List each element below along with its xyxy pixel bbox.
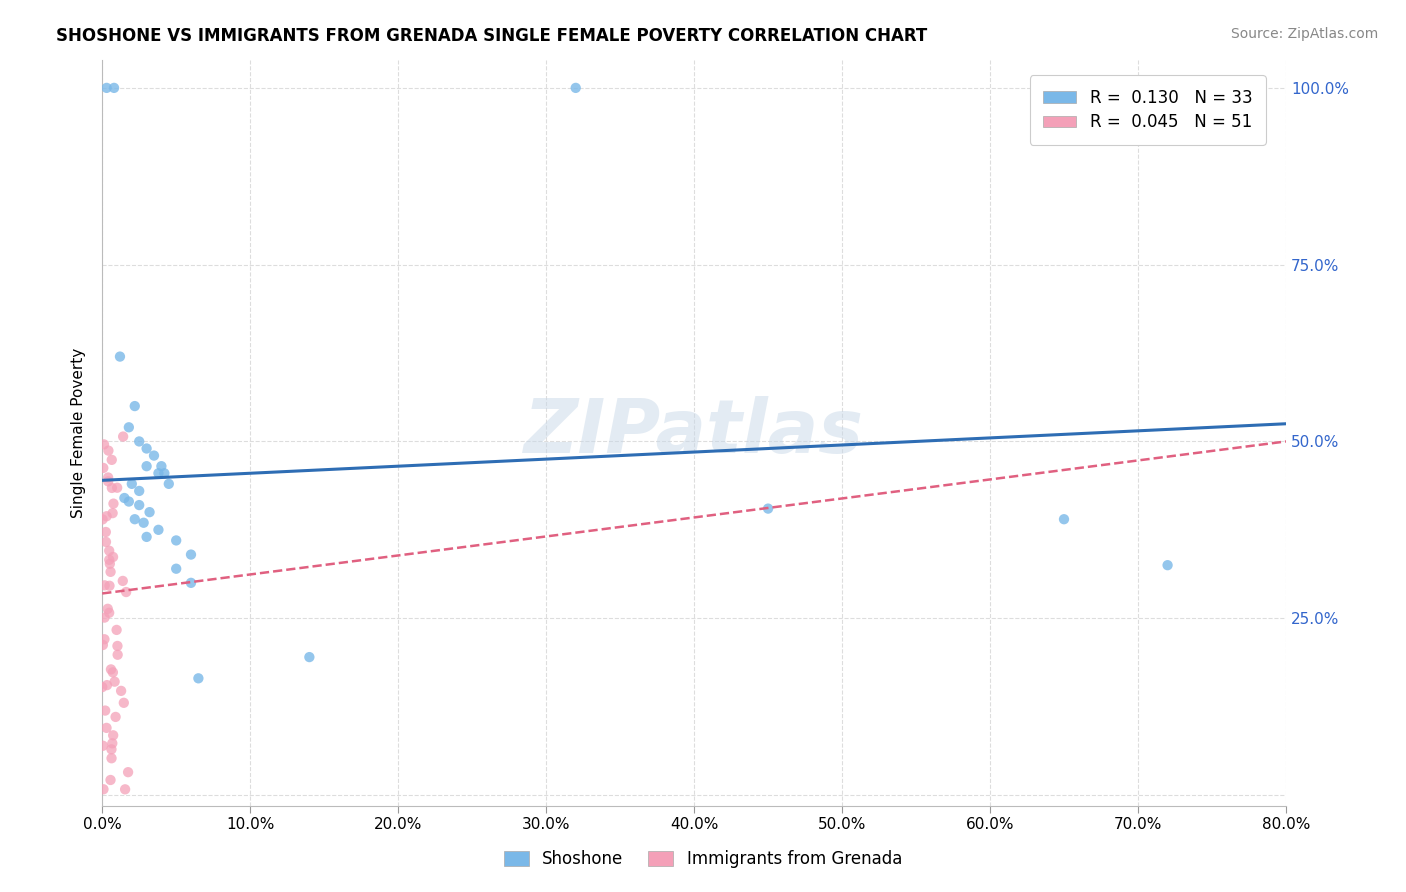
- Point: [101, 549, 124, 564]
- Point: [165, 562, 187, 576]
- Point: [117, 765, 139, 780]
- Point: [128, 498, 150, 512]
- Point: [112, 696, 135, 710]
- Point: [111, 574, 134, 588]
- Point: [91, 638, 114, 652]
- Point: [135, 442, 157, 456]
- Point: [298, 650, 321, 665]
- Point: [138, 505, 160, 519]
- Point: [91, 739, 114, 753]
- Point: [93, 610, 115, 624]
- Point: [180, 575, 202, 590]
- Point: [108, 350, 131, 364]
- Point: [104, 710, 127, 724]
- Point: [101, 665, 124, 680]
- Point: [1156, 558, 1178, 573]
- Point: [94, 535, 117, 549]
- Point: [101, 481, 124, 495]
- Point: [103, 81, 125, 95]
- Point: [96, 678, 118, 692]
- Point: [100, 662, 122, 676]
- Point: [94, 704, 117, 718]
- Point: [112, 429, 135, 443]
- Point: [94, 524, 117, 539]
- Legend: Shoshone, Immigrants from Grenada: Shoshone, Immigrants from Grenada: [498, 844, 908, 875]
- Point: [101, 506, 124, 520]
- Point: [157, 476, 180, 491]
- Point: [91, 512, 114, 526]
- Point: [114, 782, 136, 797]
- Text: ZIPatlas: ZIPatlas: [524, 396, 865, 469]
- Point: [97, 602, 120, 616]
- Point: [91, 680, 114, 694]
- Legend: R =  0.130   N = 33, R =  0.045   N = 51: R = 0.130 N = 33, R = 0.045 N = 51: [1029, 76, 1265, 145]
- Point: [98, 543, 121, 558]
- Point: [112, 491, 135, 505]
- Point: [93, 578, 115, 592]
- Point: [756, 501, 779, 516]
- Point: [98, 579, 121, 593]
- Point: [135, 459, 157, 474]
- Point: [97, 443, 120, 458]
- Point: [103, 497, 125, 511]
- Point: [118, 494, 141, 508]
- Point: [97, 470, 120, 484]
- Point: [110, 684, 132, 698]
- Point: [100, 565, 122, 579]
- Point: [98, 606, 121, 620]
- Point: [148, 467, 170, 481]
- Point: [124, 512, 146, 526]
- Point: [165, 533, 187, 548]
- Point: [132, 516, 155, 530]
- Point: [93, 437, 115, 451]
- Point: [98, 557, 121, 571]
- Point: [98, 553, 121, 567]
- Point: [100, 751, 122, 765]
- Point: [93, 632, 115, 647]
- Point: [150, 459, 173, 474]
- Text: SHOSHONE VS IMMIGRANTS FROM GRENADA SINGLE FEMALE POVERTY CORRELATION CHART: SHOSHONE VS IMMIGRANTS FROM GRENADA SING…: [56, 27, 928, 45]
- Point: [564, 81, 586, 95]
- Point: [107, 639, 129, 653]
- Point: [1053, 512, 1076, 526]
- Point: [107, 648, 129, 662]
- Point: [115, 585, 138, 599]
- Point: [105, 623, 128, 637]
- Point: [96, 721, 118, 735]
- Y-axis label: Single Female Poverty: Single Female Poverty: [72, 348, 86, 517]
- Point: [128, 434, 150, 449]
- Point: [187, 671, 209, 685]
- Point: [96, 509, 118, 524]
- Point: [96, 81, 118, 95]
- Point: [104, 674, 127, 689]
- Point: [135, 530, 157, 544]
- Point: [97, 475, 120, 489]
- Point: [153, 467, 176, 481]
- Point: [101, 736, 124, 750]
- Point: [180, 548, 202, 562]
- Point: [105, 481, 128, 495]
- Point: [118, 420, 141, 434]
- Point: [128, 483, 150, 498]
- Point: [100, 772, 122, 787]
- Point: [148, 523, 170, 537]
- Text: Source: ZipAtlas.com: Source: ZipAtlas.com: [1230, 27, 1378, 41]
- Point: [93, 782, 115, 797]
- Point: [100, 742, 122, 756]
- Point: [91, 461, 114, 475]
- Point: [121, 476, 143, 491]
- Point: [124, 399, 146, 413]
- Point: [143, 449, 166, 463]
- Point: [100, 453, 122, 467]
- Point: [101, 728, 124, 742]
